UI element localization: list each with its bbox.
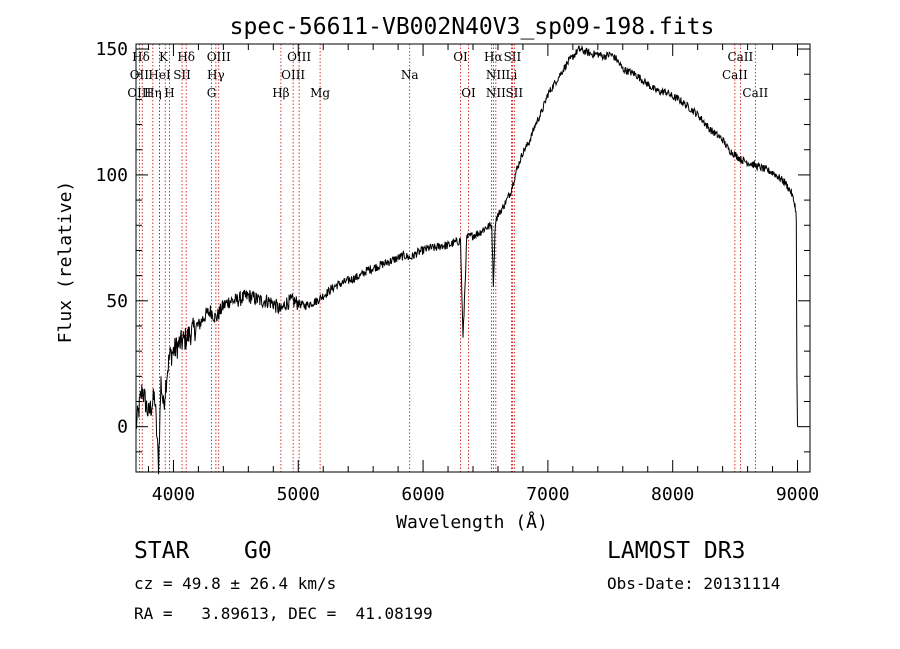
line-label: OIII (281, 68, 305, 82)
line-label: Hβ (272, 86, 289, 100)
ra-dec: RA = 3.89613, DEC = 41.08199 (134, 604, 433, 623)
line-label: OIII (127, 86, 151, 100)
line-markers (138, 44, 756, 472)
line-label: SII (173, 68, 191, 82)
obs-date: Obs-Date: 20131114 (607, 574, 781, 593)
line-label: NII (486, 68, 506, 82)
line-label: SII (504, 50, 522, 64)
line-label: Hδ (177, 50, 195, 64)
line-label: Hγ (207, 68, 225, 82)
line-label: H (164, 86, 174, 100)
line-label: CaII (727, 50, 753, 64)
line-label: OI (461, 86, 476, 100)
y-tick-label: 100 (95, 165, 128, 186)
y-axis-label: Flux (relative) (55, 181, 76, 344)
spectrum-line (135, 44, 798, 475)
line-label: OIII (287, 50, 311, 64)
redshift-text: cz = 49.8 ± 26.4 km/s (134, 574, 337, 593)
y-tick-label: 0 (117, 417, 128, 438)
y-axis-ticks: 0 50 100 150 (95, 39, 810, 453)
line-label: Hα (484, 50, 503, 64)
line-label: Na (401, 68, 419, 82)
line-label: CaII (722, 68, 748, 82)
line-label: OII (130, 68, 150, 82)
object-class: STAR (134, 538, 190, 564)
x-tick-label: 5000 (277, 484, 320, 505)
line-label: K (159, 50, 169, 64)
line-label: CaII (742, 86, 768, 100)
x-tick-label: 8000 (651, 484, 694, 505)
line-label: Hη (144, 86, 162, 100)
x-tick-label: 4000 (152, 484, 195, 505)
line-label: Li (506, 68, 518, 82)
object-subclass: G0 (244, 538, 272, 564)
x-tick-label: 6000 (401, 484, 444, 505)
line-label: HeI (148, 68, 171, 82)
chart-title: spec-56611-VB002N40V3_sp09-198.fits (230, 14, 715, 40)
x-tick-label: 9000 (776, 484, 819, 505)
y-tick-label: 150 (95, 39, 128, 60)
line-label: Hδ (132, 50, 150, 64)
line-label: NII (486, 86, 506, 100)
line-label: G (207, 86, 217, 100)
x-axis-ticks: 4000 5000 6000 7000 8000 9000 (147, 44, 819, 505)
line-label: Mg (310, 86, 330, 100)
x-axis-label: Wavelength (Å) (396, 511, 548, 533)
line-label: OIII (207, 50, 231, 64)
line-label: SII (505, 86, 523, 100)
survey-name: LAMOST DR3 (607, 538, 746, 564)
x-tick-label: 7000 (526, 484, 569, 505)
y-tick-label: 50 (106, 291, 128, 312)
line-label: OI (453, 50, 468, 64)
plot-frame (135, 43, 811, 473)
